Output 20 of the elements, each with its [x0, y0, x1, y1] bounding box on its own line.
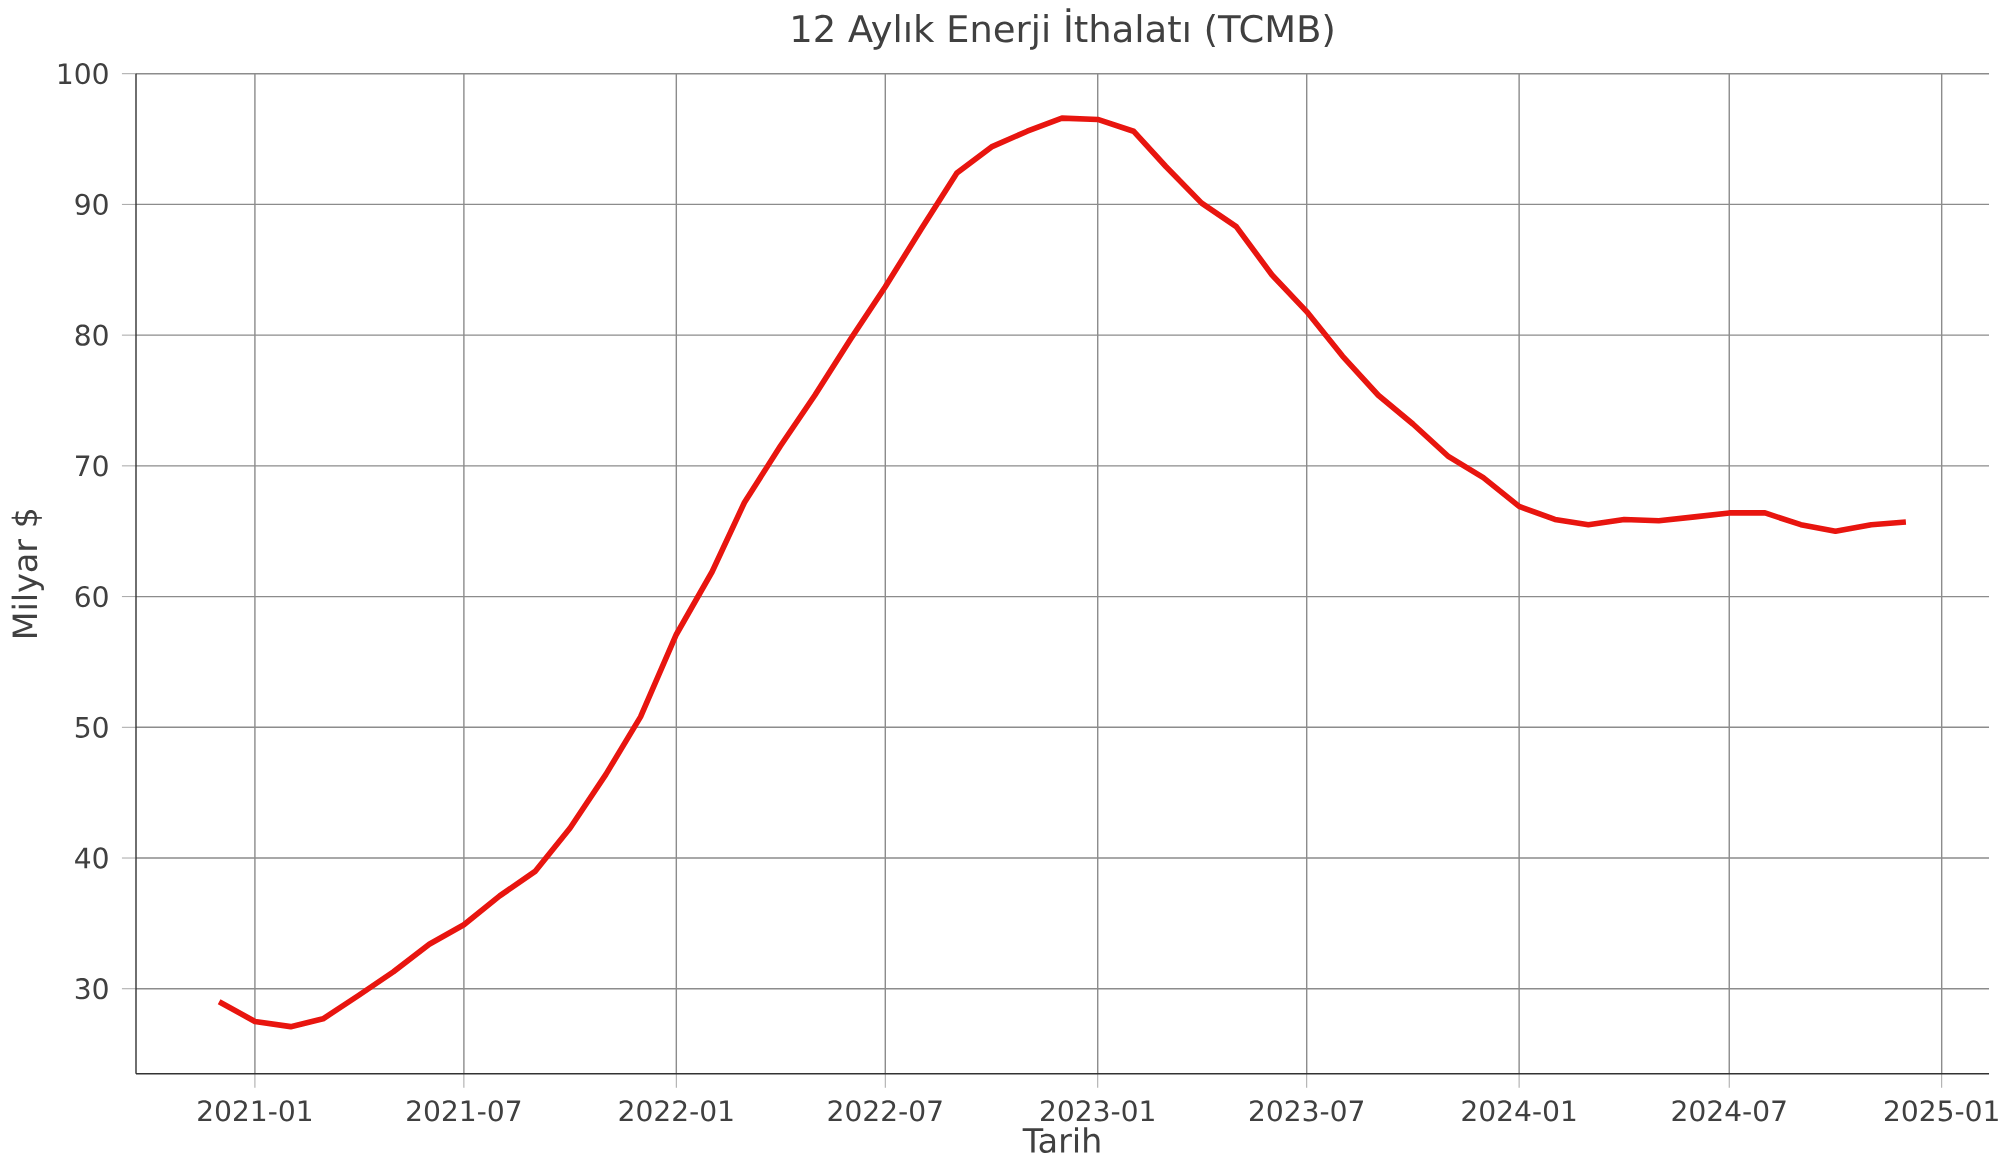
x-tick-label: 2024-01 [1462, 1100, 1576, 1122]
x-tick-label: 2024-07 [1672, 1100, 1786, 1122]
y-tick-label: 70 [76, 455, 108, 477]
x-tick-label: 2023-01 [1041, 1100, 1154, 1122]
y-tick-label: 80 [75, 324, 108, 346]
x-tick-label: 2025-01 [1884, 1100, 1998, 1122]
y-tick-label: 50 [75, 716, 108, 738]
x-axis-title: Tarih [1022, 1127, 1100, 1153]
y-tick-label: 60 [75, 585, 108, 608]
chart-title: 12 Aylık Enerji İthalatı (TCMB) [793, 8, 1333, 50]
x-tick-label: 2022-01 [619, 1100, 733, 1122]
y-tick-label: 90 [75, 193, 108, 216]
x-tick-label: 2022-07 [828, 1100, 942, 1122]
y-tick-label: 40 [75, 847, 108, 869]
x-tick-label: 2021-07 [407, 1100, 521, 1122]
y-axis-title: Milyar $ [11, 509, 44, 638]
y-tick-label: 100 [58, 63, 108, 85]
x-tick-label: 2021-01 [198, 1100, 312, 1122]
y-tick-label: 30 [75, 978, 108, 1000]
x-tick-label: 2023-07 [1249, 1100, 1363, 1122]
